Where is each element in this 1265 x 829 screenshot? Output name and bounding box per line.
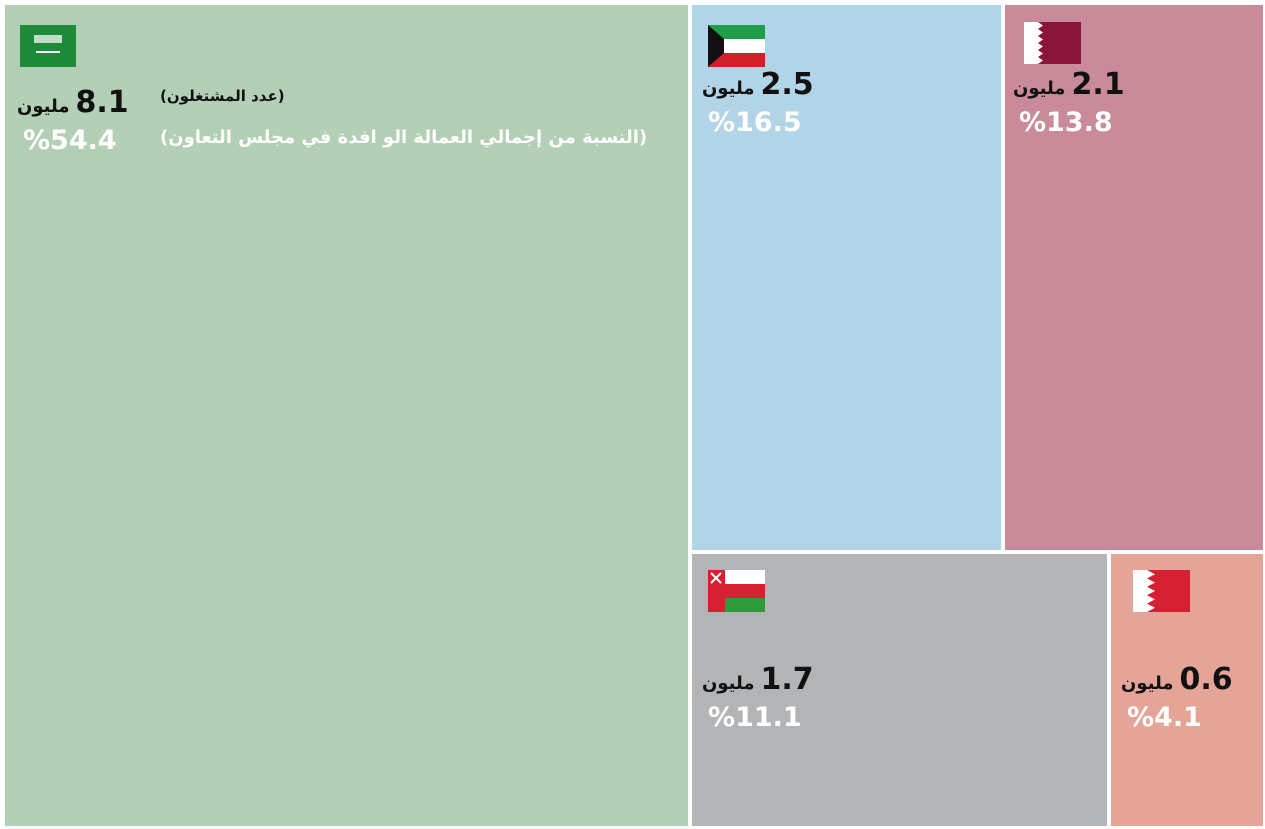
- share-label: %54.4: [23, 125, 117, 156]
- treemap-tile: مليون 2.1 %13.8: [1004, 5, 1263, 550]
- unit-label: مليون: [1120, 672, 1174, 694]
- value-number: 0.6: [1179, 661, 1233, 697]
- unit-label: مليون: [702, 78, 755, 99]
- annotation: (النسبة من إجمالي العمالة الو افدة في مج…: [160, 127, 648, 148]
- share-label: %13.8: [1018, 107, 1113, 138]
- unit-label: مليون: [17, 96, 70, 117]
- value-number: 2.5: [760, 67, 814, 102]
- annotation: (عدد المشتغلون): [160, 87, 285, 105]
- flag-qatar: [1024, 22, 1081, 64]
- flag-kuwait: [708, 25, 765, 67]
- flag-bahrain: [1133, 570, 1190, 612]
- value-number: 2.1: [1071, 67, 1125, 102]
- value-label: مليون 2.1: [1013, 67, 1125, 102]
- value-label: مليون 0.6: [1121, 662, 1233, 697]
- share-label: %4.1: [1126, 701, 1202, 733]
- unit-label: مليون: [702, 672, 755, 694]
- treemap-tile: مليون 2.5 %16.5: [692, 5, 1001, 550]
- share-label: %16.5: [708, 107, 802, 138]
- share-label: %11.1: [708, 701, 802, 733]
- value-label: مليون 1.7: [702, 662, 814, 697]
- value-label: مليون 2.5: [702, 67, 814, 102]
- value-label: مليون 8.1: [17, 85, 129, 120]
- treemap-tile: مليون 8.1 %54.4 (عدد المشتغلون) (النسبة من إ…: [5, 5, 689, 826]
- flag-saudi: [20, 25, 76, 67]
- value-number: 1.7: [760, 661, 814, 697]
- unit-label: مليون: [1012, 78, 1066, 99]
- value-number: 8.1: [75, 85, 129, 120]
- flag-oman: [708, 570, 765, 612]
